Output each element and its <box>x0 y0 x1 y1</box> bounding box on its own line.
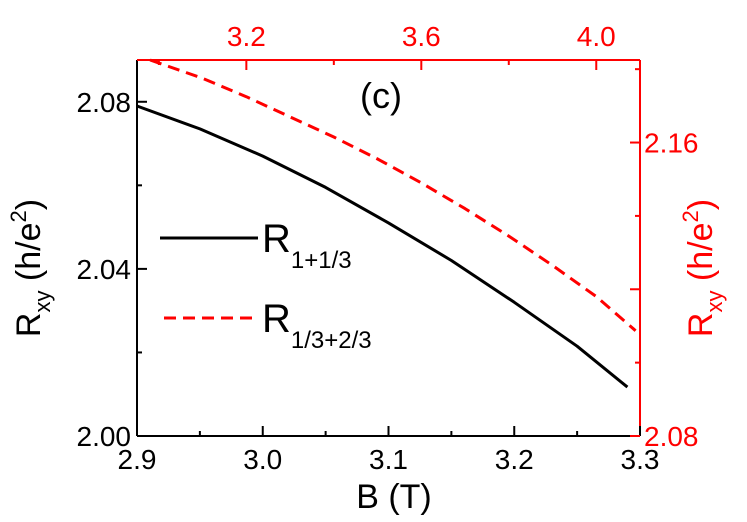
legend-label-2: R1/3+2/3 <box>262 297 372 354</box>
y2-tick-label: 2.16 <box>644 128 699 159</box>
y2-axis-title: Rxy (h/e2) <box>678 199 727 337</box>
x2-tick-label: 4.0 <box>577 21 616 52</box>
y-tick-label: 2.00 <box>77 421 132 452</box>
svg-text:Rxy (h/e2): Rxy (h/e2) <box>678 199 727 337</box>
y-tick-label: 2.04 <box>77 254 132 285</box>
series-line-2 <box>149 58 637 332</box>
svg-text:Rxy (h/e2): Rxy (h/e2) <box>6 199 55 337</box>
x-tick-label: 3.0 <box>243 444 282 475</box>
y-tick-label: 2.08 <box>77 87 132 118</box>
series-line-1 <box>136 104 629 389</box>
x-tick-label: 3.2 <box>495 444 534 475</box>
x2-tick-label: 3.6 <box>402 21 441 52</box>
panel-label: (c) <box>360 75 402 116</box>
y-axis-title: Rxy (h/e2) <box>6 199 55 337</box>
y2-tick-label: 2.08 <box>644 421 699 452</box>
legend: R1+1/3 R1/3+2/3 <box>160 217 372 354</box>
x2-tick-label: 3.2 <box>227 21 266 52</box>
x-tick-label: 2.9 <box>118 444 157 475</box>
x-tick-label: 3.1 <box>369 444 408 475</box>
x-axis-title: B (T) <box>356 478 432 516</box>
x-tick-label: 3.3 <box>621 444 660 475</box>
legend-label-1: R1+1/3 <box>262 217 352 274</box>
